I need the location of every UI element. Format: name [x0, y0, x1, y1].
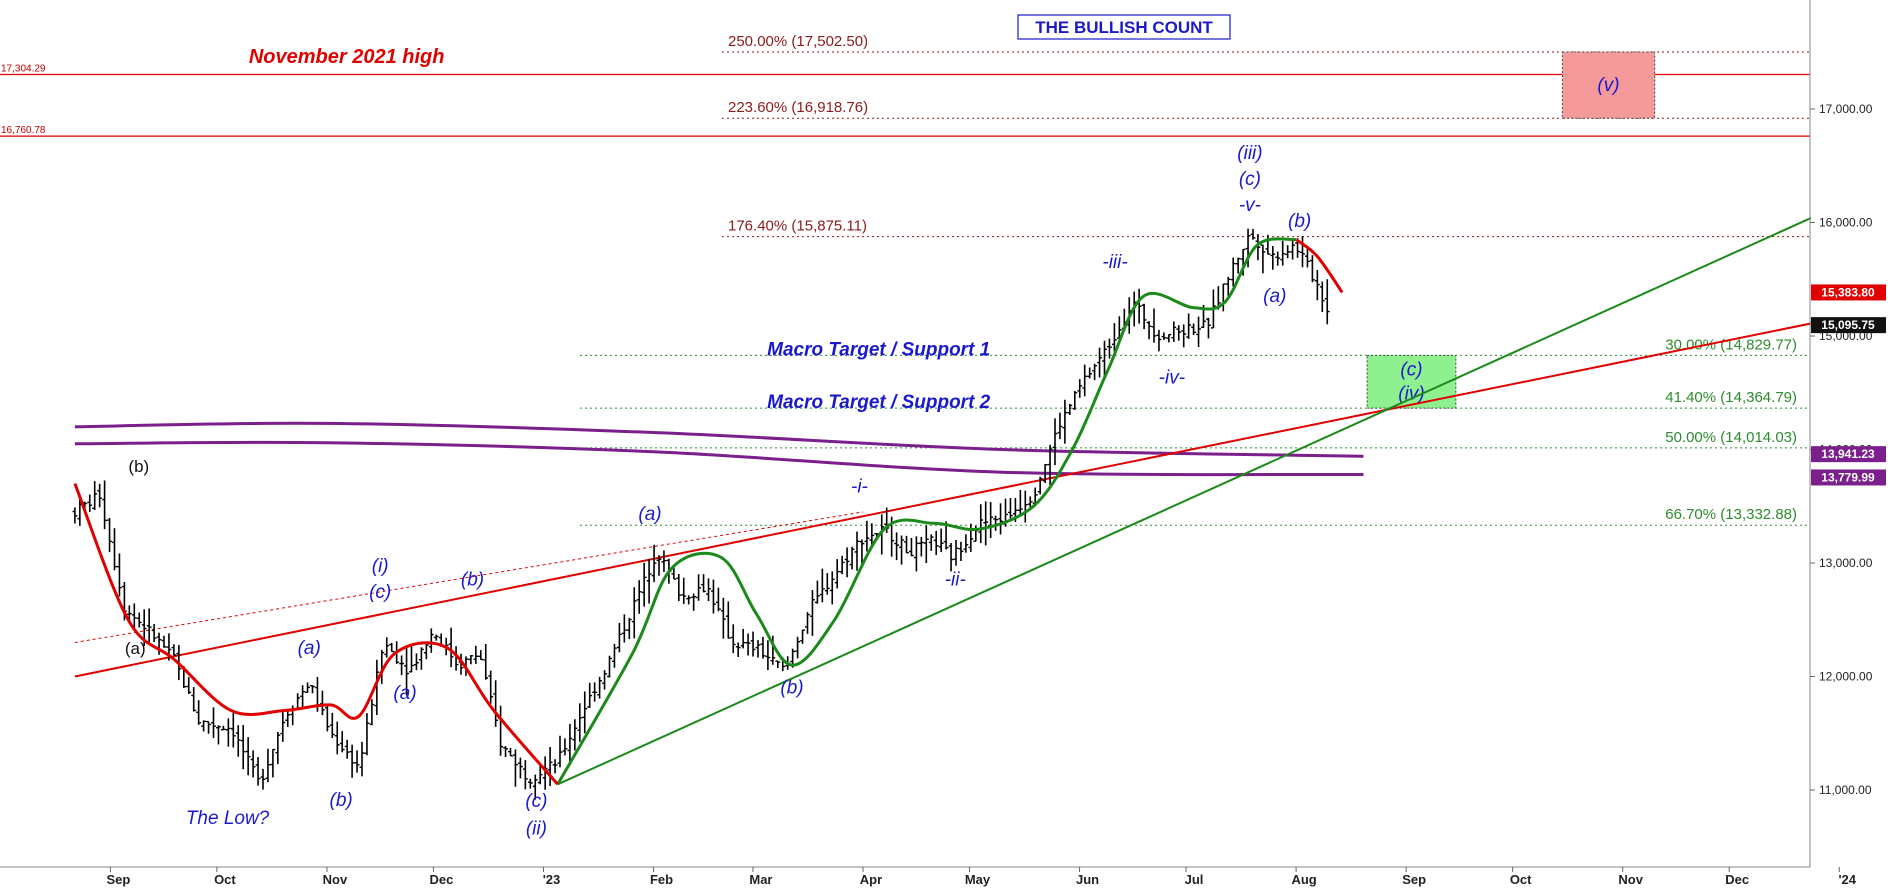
x-tick-label: Aug — [1291, 872, 1316, 887]
chart-annotation: (a) — [393, 683, 416, 704]
horizontal-level-label: 16,760.78 — [1, 125, 46, 136]
chart-annotation: (a) — [125, 639, 146, 658]
fib-levels-layer: 250.00% (17,502.50) 223.60% (16,918.76) 17… — [580, 33, 1810, 526]
moving-average-red — [73, 483, 559, 786]
chart-annotation: (b) — [1288, 211, 1311, 232]
price-tag-label: 13,941.23 — [1821, 447, 1875, 461]
x-tick-label: Mar — [749, 872, 772, 887]
fib-label: 250.00% (17,502.50) — [728, 33, 868, 50]
horizontal-lines-layer: 17,304.29 16,760.78 — [0, 63, 1810, 137]
target-box-label: (c) — [1400, 360, 1422, 381]
chart-annotation: Macro Target / Support 1 — [767, 339, 990, 360]
fib-label: 50.00% (14,014.03) — [1665, 429, 1797, 446]
x-tick-label: Sep — [106, 872, 130, 887]
chart-annotation: (b) — [330, 790, 353, 811]
green-trendline — [557, 182, 1888, 786]
x-tick-label: Dec — [1725, 872, 1749, 887]
purple-band-upper — [74, 421, 1364, 458]
target-box-label: (iv) — [1398, 384, 1424, 405]
fib-label: 176.40% (15,875.11) — [728, 218, 867, 235]
y-tick-label: 11,000.00 — [1819, 783, 1872, 797]
x-tick-label: Oct — [1510, 872, 1532, 887]
chart-title-box — [1017, 14, 1231, 40]
chart-annotation: (b) — [780, 678, 803, 699]
horizontal-level-label: 17,304.29 — [1, 63, 46, 74]
x-tick-label: May — [965, 872, 991, 887]
y-tick-label: 13,000.00 — [1819, 556, 1873, 570]
price-tag — [1811, 284, 1886, 301]
x-tick-label: Nov — [1618, 872, 1643, 887]
x-tick-label: Dec — [430, 872, 454, 887]
moving-average-green — [556, 237, 1297, 786]
x-tick-label: Jul — [1185, 872, 1204, 887]
fib-label: 41.40% (14,364.79) — [1665, 389, 1797, 406]
red-trendline — [74, 306, 1888, 678]
chart-annotation: -i- — [851, 477, 868, 498]
title-layer: THE BULLISH COUNT — [1017, 14, 1231, 40]
price-tag-label: 15,095.75 — [1821, 318, 1875, 332]
x-tick-label: Nov — [323, 872, 348, 887]
fib-label: 223.60% (16,918.76) — [728, 99, 868, 116]
chart-annotation: (a) — [1263, 286, 1286, 307]
x-tick-label: Sep — [1402, 872, 1426, 887]
chart-annotation: (a) — [638, 504, 661, 525]
target-boxes-layer: (v) (c) (iv) — [1366, 51, 1656, 409]
chart-annotation: -iv- — [1159, 368, 1185, 389]
chart-annotation: (iii) — [1237, 143, 1262, 164]
price-tag-label: 13,779.99 — [1821, 470, 1875, 484]
fib-label: 30.00% (14,829.77) — [1665, 336, 1797, 353]
price-tag — [1811, 446, 1886, 463]
chart-annotation: (ii) — [526, 818, 547, 839]
chart-annotation: Macro Target / Support 2 — [767, 392, 991, 413]
annotations-layer: November 2021 high Macro Target / Support… — [125, 46, 1311, 839]
trendlines-layer — [74, 182, 1888, 786]
x-tick-label: '24 — [1838, 872, 1856, 887]
x-tick-label: Feb — [650, 872, 673, 887]
chart-annotation: The Low? — [186, 808, 270, 829]
fib-label: 66.70% (13,332.88) — [1665, 506, 1797, 523]
purple-band-lower — [74, 440, 1364, 477]
purple-bands-layer — [74, 421, 1364, 477]
chart-annotation: November 2021 high — [249, 46, 445, 68]
chart-annotation: (b) — [461, 570, 484, 591]
y-tick-label: 16,000.00 — [1819, 216, 1873, 230]
chart-annotation: -ii- — [945, 570, 966, 591]
chart-annotation: -iii- — [1102, 252, 1127, 273]
chart-annotation: -v- — [1239, 195, 1261, 216]
x-tick-label: '23 — [543, 872, 561, 887]
x-tick-label: Apr — [860, 872, 882, 887]
chart-annotation: (c) — [525, 791, 547, 812]
red-dotted-trendline — [74, 511, 864, 643]
red-target-box — [1561, 51, 1656, 119]
chart-annotation: (c) — [1239, 169, 1261, 190]
chart-title: THE BULLISH COUNT — [1035, 18, 1213, 37]
chart-annotation: (c) — [369, 582, 391, 603]
chart-annotation: (a) — [298, 638, 321, 659]
chart-annotation: (b) — [128, 457, 149, 476]
price-tag-label: 15,383.80 — [1821, 285, 1875, 299]
moving-averages-layer — [73, 237, 1344, 786]
moving-average-red-recent — [1295, 238, 1344, 294]
chart-annotation: (i) — [372, 556, 389, 577]
price-bars-layer — [72, 228, 1330, 800]
x-tick-label: Oct — [214, 872, 236, 887]
y-tick-label: 17,000.00 — [1819, 102, 1873, 116]
y-axis-background — [1811, 0, 1888, 890]
x-tick-label: Jun — [1076, 872, 1099, 887]
y-tick-label: 12,000.00 — [1819, 670, 1873, 684]
target-box-label: (v) — [1597, 75, 1619, 96]
price-tag — [1811, 317, 1886, 334]
price-tag — [1811, 469, 1886, 486]
